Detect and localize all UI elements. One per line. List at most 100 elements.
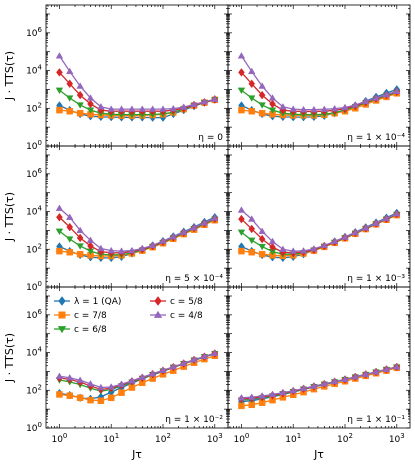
series-line: [241, 88, 397, 118]
legend-marker: [57, 326, 67, 334]
data-point: [65, 373, 74, 381]
data-point: [200, 98, 209, 105]
data-point: [269, 242, 276, 252]
data-point: [248, 401, 255, 409]
series-line: [59, 352, 215, 389]
data-point: [279, 245, 287, 252]
data-point: [107, 383, 115, 390]
data-point: [190, 100, 198, 108]
data-point: [351, 372, 360, 380]
series-line: [59, 207, 216, 252]
data-point: [258, 234, 266, 244]
data-point: [361, 224, 370, 231]
data-point: [107, 105, 115, 112]
data-point: [76, 226, 84, 234]
data-point: [107, 246, 115, 254]
x-tick-label: 100: [51, 432, 67, 445]
x-tick-label: 101: [103, 432, 119, 445]
data-point: [138, 105, 147, 112]
data-point: [372, 219, 380, 226]
data-point: [179, 103, 188, 110]
data-point: [211, 349, 219, 356]
series-line: [58, 71, 215, 112]
data-point: [159, 366, 167, 373]
data-point: [76, 250, 84, 258]
data-point: [258, 82, 266, 89]
data-point: [66, 392, 73, 399]
data-point: [320, 105, 329, 112]
data-point: [66, 79, 74, 89]
series-line: [59, 355, 215, 402]
data-point: [310, 382, 318, 389]
y-tick-label: 104: [26, 205, 42, 218]
data-point: [128, 246, 136, 254]
data-point: [56, 68, 63, 77]
data-point: [76, 102, 84, 109]
data-point: [169, 232, 178, 240]
data-point: [351, 101, 360, 108]
data-point: [128, 384, 136, 391]
data-point: [382, 214, 391, 222]
data-point: [258, 250, 266, 258]
data-point: [238, 106, 245, 114]
data-point: [238, 247, 245, 255]
data-point: [330, 104, 339, 112]
data-point: [86, 236, 95, 243]
data-point: [107, 394, 115, 402]
data-point: [393, 87, 401, 94]
legend-label: c = 6/8: [74, 325, 107, 335]
data-point: [248, 248, 255, 256]
data-point: [65, 213, 74, 220]
legend-marker: [153, 310, 163, 318]
data-point: [361, 97, 370, 105]
data-point: [138, 244, 147, 252]
data-point: [372, 94, 380, 101]
data-point: [87, 396, 94, 404]
data-point: [237, 87, 246, 95]
data-point: [66, 222, 74, 232]
data-point: [211, 214, 219, 221]
data-point: [66, 248, 73, 256]
y-tick-label: 106: [26, 167, 42, 180]
data-point: [238, 68, 245, 77]
y-axis-label: J · TTS(τ): [3, 51, 16, 101]
x-tick-label: 100: [233, 432, 249, 445]
data-point: [258, 227, 266, 234]
legend-marker: [154, 296, 162, 306]
axis-frame: [227, 145, 411, 288]
legend: λ = 1 (QA) c = 7/8 c = 6/8 c = 5/8 c = 4/8: [54, 296, 203, 335]
y-tick-label: 100: [26, 421, 42, 434]
data-point: [258, 102, 266, 109]
data-point: [97, 244, 105, 252]
legend-label: c = 4/8: [170, 311, 203, 321]
x-tick-label: 103: [207, 432, 223, 445]
data-point: [269, 99, 276, 109]
data-point: [310, 245, 318, 252]
data-point: [76, 233, 84, 243]
data-point: [341, 103, 349, 111]
data-point: [330, 377, 339, 385]
data-point: [55, 52, 64, 59]
data-point: [128, 105, 136, 112]
data-point: [76, 109, 84, 117]
data-point: [117, 105, 126, 112]
data-point: [148, 369, 157, 377]
data-point: [66, 107, 73, 115]
legend-marker: [58, 311, 66, 319]
data-point: [55, 228, 64, 236]
legend-label: λ = 1 (QA): [74, 297, 121, 307]
data-point: [237, 393, 246, 401]
data-point: [148, 105, 157, 112]
data-point: [341, 375, 349, 383]
y-tick-label: 100: [26, 139, 42, 152]
data-point: [248, 224, 256, 234]
data-point: [238, 214, 245, 224]
panel-middle-left: η = 5 × 10⁻⁴ 100 102 104 106 J · TTS(τ): [3, 145, 229, 293]
x-axis-label: Jτ: [131, 448, 142, 461]
data-point: [393, 209, 401, 217]
data-point: [118, 389, 125, 396]
axis-frame: [45, 145, 229, 288]
data-point: [76, 376, 84, 383]
series-line: [241, 367, 397, 407]
